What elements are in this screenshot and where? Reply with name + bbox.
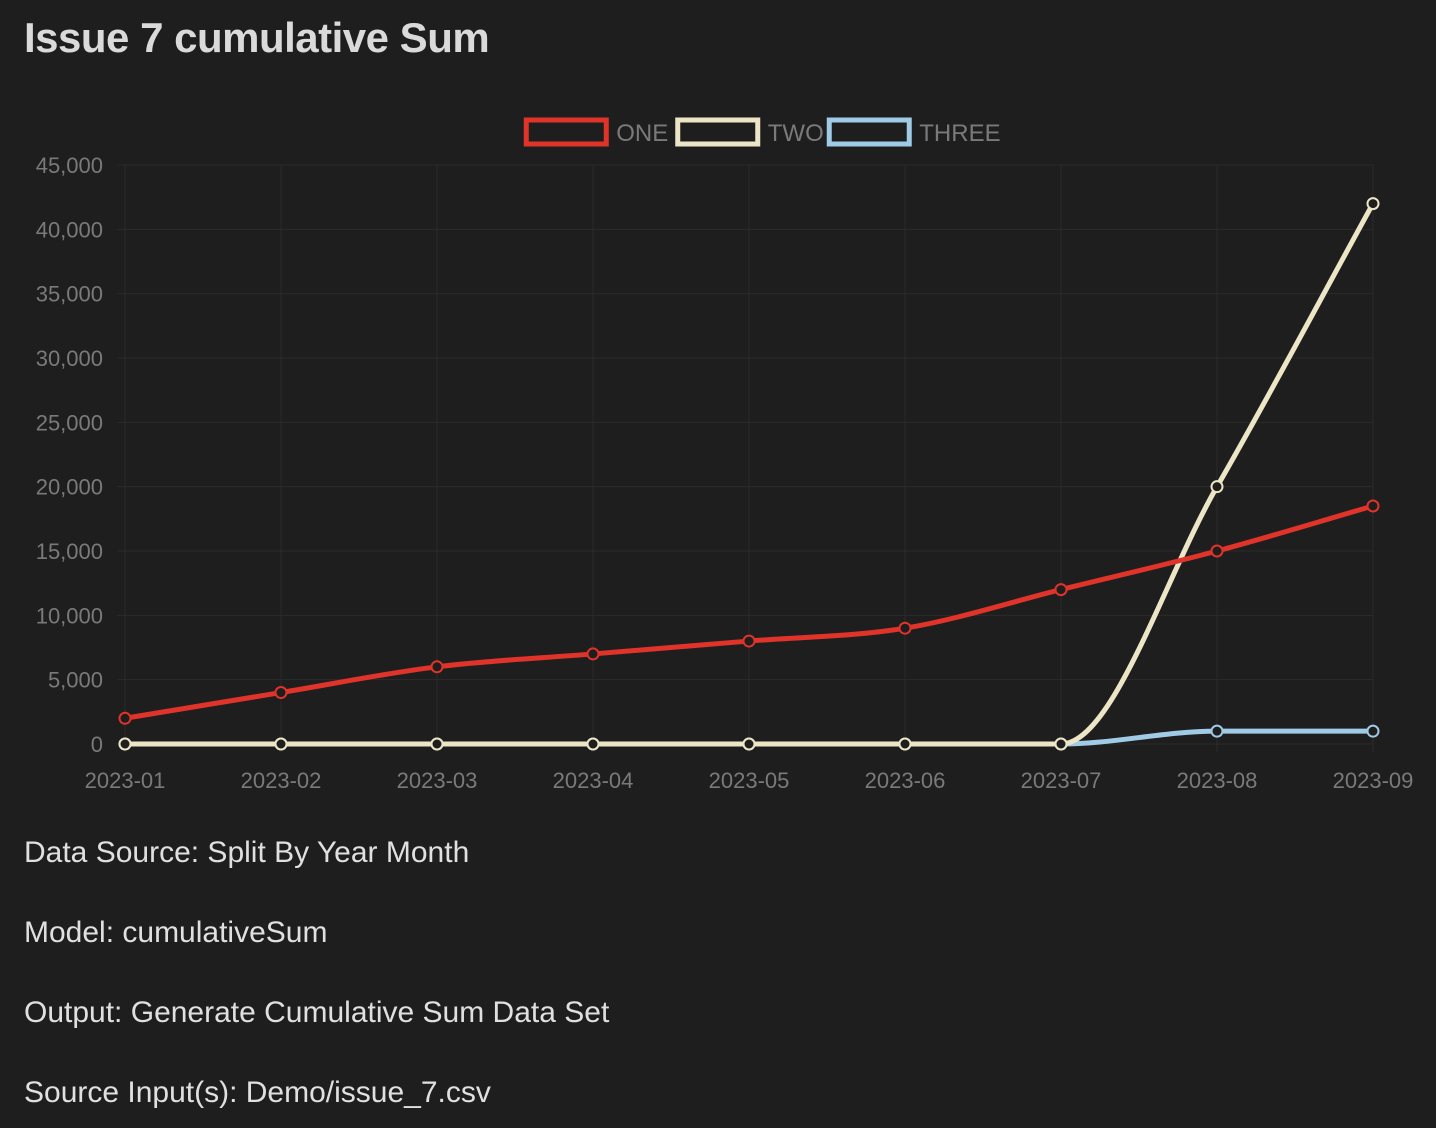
- y-tick-label: 10,000: [36, 603, 103, 628]
- data-point-one: [742, 634, 756, 648]
- legend-label-two: TWO: [768, 120, 824, 147]
- data-point-two: [1054, 737, 1068, 751]
- x-tick-label: 2023-01: [85, 768, 166, 793]
- y-tick-label: 35,000: [36, 282, 103, 307]
- data-point-one: [586, 647, 600, 661]
- model-text: Model: cumulativeSum: [24, 916, 328, 949]
- data-point-two: [118, 737, 132, 751]
- legend-item-one: ONE: [523, 117, 668, 147]
- legend-swatch-two: [675, 117, 761, 147]
- data-point-one: [1054, 583, 1068, 597]
- series-line-two: [122, 201, 1376, 747]
- data-source-text: Data Source: Split By Year Month: [24, 836, 470, 869]
- y-tick-label: 40,000: [36, 217, 103, 242]
- x-tick-label: 2023-03: [397, 768, 478, 793]
- x-tick-label: 2023-07: [1021, 768, 1102, 793]
- x-tick-label: 2023-02: [241, 768, 322, 793]
- legend-item-three: THREE: [826, 117, 1001, 147]
- data-point-two: [430, 737, 444, 751]
- chart-grid: [117, 164, 1374, 752]
- y-tick-label: 45,000: [36, 153, 103, 178]
- line-chart: 0 5,000 10,000 15,000 20,000 25,000 30,000 35,0…: [36, 117, 1414, 793]
- data-point-three: [1210, 724, 1224, 738]
- data-point-two: [1210, 480, 1224, 494]
- y-tick-label: 20,000: [36, 475, 103, 500]
- legend-swatch-three: [826, 117, 912, 147]
- chart-legend: ONE TWO THREE: [523, 117, 1001, 147]
- y-tick-label: 25,000: [36, 410, 103, 435]
- x-axis: 2023-01 2023-02 2023-03 2023-04 2023-05 2023-…: [85, 768, 1414, 793]
- x-tick-label: 2023-04: [553, 768, 634, 793]
- data-point-one: [274, 686, 288, 700]
- data-point-one: [898, 621, 912, 635]
- data-point-one: [1366, 499, 1380, 513]
- source-inputs-text: Source Input(s): Demo/issue_7.csv: [24, 1076, 491, 1109]
- page-title: Issue 7 cumulative Sum: [24, 14, 490, 61]
- data-point-two: [274, 737, 288, 751]
- data-point-one: [1210, 544, 1224, 558]
- data-point-two: [898, 737, 912, 751]
- legend-item-two: TWO: [675, 117, 824, 147]
- y-axis: 0 5,000 10,000 15,000 20,000 25,000 30,000 35,0…: [36, 153, 103, 757]
- data-point-one: [430, 660, 444, 674]
- x-tick-label: 2023-08: [1177, 768, 1258, 793]
- legend-label-three: THREE: [919, 120, 1000, 147]
- data-point-one: [118, 711, 132, 725]
- series-one: [118, 499, 1380, 725]
- legend-label-one: ONE: [616, 120, 668, 147]
- data-point-three: [1366, 724, 1380, 738]
- x-tick-label: 2023-06: [865, 768, 946, 793]
- x-tick-label: 2023-05: [709, 768, 790, 793]
- legend-swatch-one: [523, 117, 609, 147]
- series-two: [118, 197, 1380, 751]
- data-point-two: [742, 737, 756, 751]
- y-tick-label: 30,000: [36, 346, 103, 371]
- y-tick-label: 0: [91, 732, 103, 757]
- x-tick-label: 2023-09: [1333, 768, 1414, 793]
- data-point-two: [586, 737, 600, 751]
- output-text: Output: Generate Cumulative Sum Data Set: [24, 996, 610, 1029]
- data-point-two: [1366, 197, 1380, 211]
- chart-series: [118, 197, 1380, 751]
- y-tick-label: 5,000: [48, 668, 103, 693]
- y-tick-label: 15,000: [36, 539, 103, 564]
